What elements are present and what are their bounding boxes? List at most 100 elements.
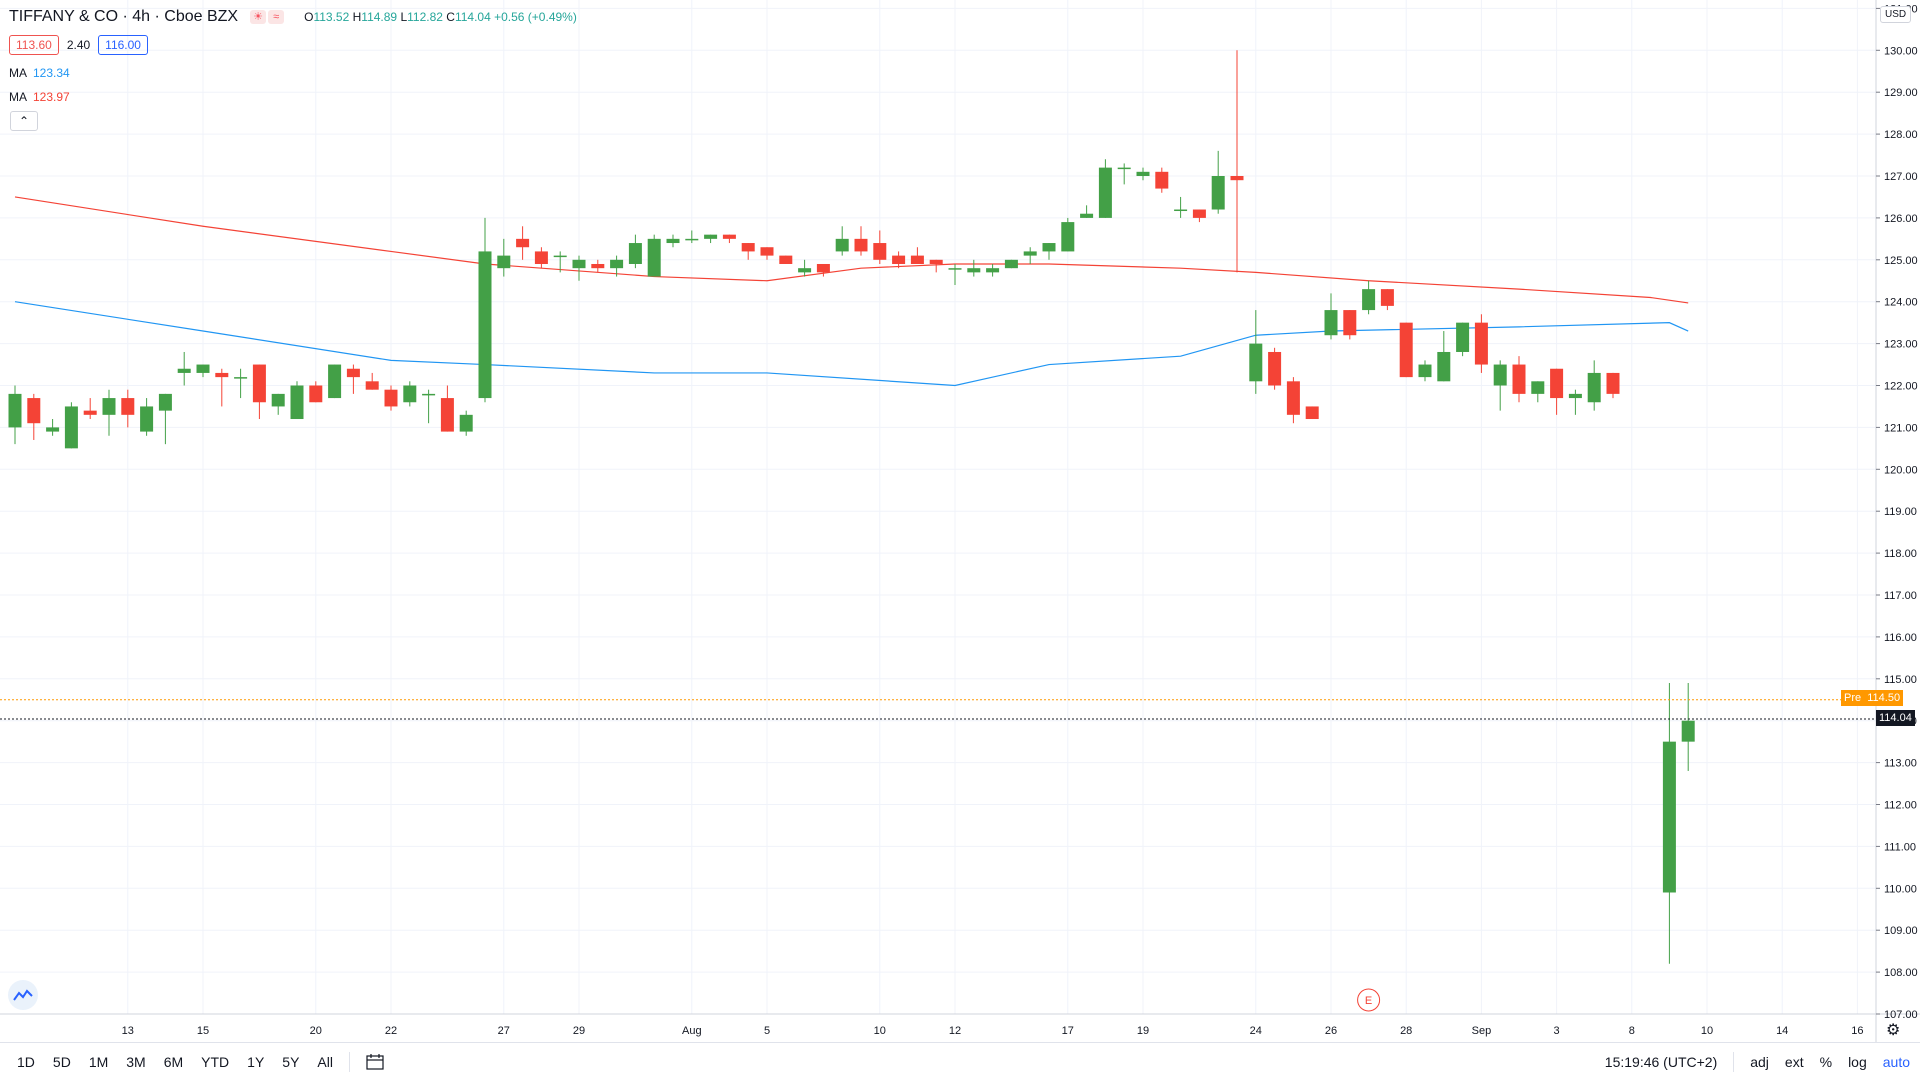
candle-body bbox=[1588, 373, 1601, 402]
bid-price[interactable]: 113.60 bbox=[9, 35, 59, 55]
candle-body bbox=[1287, 381, 1300, 415]
price-tick-label: 108.00 bbox=[1884, 967, 1918, 979]
candle-body bbox=[197, 365, 210, 373]
range-1d[interactable]: 1D bbox=[17, 1054, 35, 1070]
candle-body bbox=[1663, 742, 1676, 893]
candle-body bbox=[1212, 176, 1225, 210]
candle-body bbox=[1024, 251, 1037, 255]
candle-body bbox=[1193, 210, 1206, 218]
price-tick-label: 125.00 bbox=[1884, 255, 1918, 267]
ext-toggle[interactable]: ext bbox=[1785, 1054, 1804, 1070]
adj-toggle[interactable]: adj bbox=[1750, 1054, 1769, 1070]
time-tick-label: 29 bbox=[573, 1025, 585, 1037]
ma-line-red bbox=[15, 197, 1688, 303]
candle-body bbox=[949, 268, 962, 270]
time-tick-label: 28 bbox=[1400, 1025, 1412, 1037]
tradingview-logo-icon[interactable] bbox=[8, 980, 38, 1010]
candle-body bbox=[1343, 310, 1356, 335]
price-tick-label: 122.00 bbox=[1884, 381, 1918, 393]
candle-body bbox=[1569, 394, 1582, 398]
candle-body bbox=[140, 406, 153, 431]
range-6m[interactable]: 6M bbox=[164, 1054, 183, 1070]
candle-body bbox=[422, 394, 435, 396]
range-all[interactable]: All bbox=[317, 1054, 333, 1070]
bid-ask: 113.60 2.40 116.00 bbox=[9, 35, 148, 55]
candle-body bbox=[328, 365, 341, 399]
candle-body bbox=[46, 427, 59, 431]
market-status-icon[interactable]: ☀ bbox=[250, 10, 266, 24]
candle-body bbox=[573, 260, 586, 268]
candle-body bbox=[479, 251, 492, 398]
candle-body bbox=[1249, 344, 1262, 382]
price-tick-label: 129.00 bbox=[1884, 87, 1918, 99]
time-tick-label: 26 bbox=[1325, 1025, 1337, 1037]
time-tick-label: 16 bbox=[1851, 1025, 1863, 1037]
candle-body bbox=[27, 398, 40, 423]
candle-body bbox=[1531, 381, 1544, 394]
price-tick-label: 109.00 bbox=[1884, 925, 1918, 937]
time-tick-label: 15 bbox=[197, 1025, 209, 1037]
candle-body bbox=[291, 386, 304, 420]
range-5y[interactable]: 5Y bbox=[282, 1054, 299, 1070]
range-1y[interactable]: 1Y bbox=[247, 1054, 264, 1070]
clock-time[interactable]: 15:19:46 (UTC+2) bbox=[1605, 1054, 1717, 1070]
candle-body bbox=[554, 256, 567, 257]
chevron-up-icon[interactable]: ⌃ bbox=[10, 111, 38, 131]
candle-body bbox=[892, 256, 905, 264]
calendar-goto-icon[interactable] bbox=[366, 1054, 384, 1070]
candle-body bbox=[667, 239, 680, 243]
price-chart[interactable]: 107.00 108.00 109.00 110.00 111.00 112.00 113.… bbox=[0, 0, 1920, 1042]
pre-market-tag: Pre 114.50 bbox=[1841, 690, 1903, 706]
candle-body bbox=[873, 243, 886, 260]
earnings-marker-label: E bbox=[1365, 995, 1372, 1007]
range-5d[interactable]: 5D bbox=[53, 1054, 71, 1070]
candle-body bbox=[836, 239, 849, 252]
ask-price[interactable]: 116.00 bbox=[98, 35, 148, 55]
delayed-data-icon[interactable]: ≈ bbox=[268, 10, 284, 24]
candle-body bbox=[967, 268, 980, 272]
candle-body bbox=[441, 398, 454, 432]
candle-body bbox=[591, 264, 604, 268]
candle-body bbox=[610, 260, 623, 268]
range-ytd[interactable]: YTD bbox=[201, 1054, 229, 1070]
range-3m[interactable]: 3M bbox=[126, 1054, 145, 1070]
price-tick-label: 119.00 bbox=[1884, 506, 1917, 518]
percent-toggle[interactable]: % bbox=[1820, 1054, 1832, 1070]
candle-body bbox=[347, 369, 360, 377]
time-tick-label: 5 bbox=[764, 1025, 770, 1037]
candle-body bbox=[1381, 289, 1394, 306]
ma-legend-1[interactable]: MA 123.34 bbox=[9, 66, 70, 80]
candle-body bbox=[159, 394, 172, 411]
candle-body bbox=[761, 247, 774, 255]
candle-body bbox=[1550, 369, 1563, 398]
gear-icon[interactable]: ⚙ bbox=[1886, 1020, 1900, 1040]
candle-body bbox=[1419, 365, 1432, 378]
symbol-title[interactable]: TIFFANY & CO · 4h · Cboe BZX bbox=[9, 8, 238, 26]
candle-body bbox=[84, 411, 97, 415]
candle-body bbox=[121, 398, 134, 415]
candle-body bbox=[1099, 168, 1112, 218]
price-tick-label: 123.00 bbox=[1884, 339, 1918, 351]
currency-label[interactable]: USD bbox=[1880, 6, 1911, 23]
candle-body bbox=[723, 235, 736, 239]
candle-body bbox=[629, 243, 642, 264]
time-tick-label: 10 bbox=[1701, 1025, 1713, 1037]
time-tick-label: 13 bbox=[122, 1025, 134, 1037]
auto-toggle[interactable]: auto bbox=[1883, 1054, 1910, 1070]
ma-legend-2[interactable]: MA 123.97 bbox=[9, 90, 70, 104]
time-tick-label: 10 bbox=[874, 1025, 886, 1037]
price-tick-label: 124.00 bbox=[1884, 297, 1918, 309]
last-price-tag: 114.04 bbox=[1876, 710, 1915, 726]
range-1m[interactable]: 1M bbox=[89, 1054, 108, 1070]
candle-body bbox=[1475, 323, 1488, 365]
spread-value: 2.40 bbox=[67, 38, 90, 52]
candle-body bbox=[215, 373, 228, 377]
time-tick-label: 3 bbox=[1554, 1025, 1560, 1037]
log-toggle[interactable]: log bbox=[1848, 1054, 1867, 1070]
candle-body bbox=[855, 239, 868, 252]
candle-body bbox=[309, 386, 322, 403]
candle-body bbox=[798, 268, 811, 272]
time-tick-label: 12 bbox=[949, 1025, 961, 1037]
price-tick-label: 113.00 bbox=[1884, 758, 1917, 770]
candle-body bbox=[497, 256, 510, 269]
